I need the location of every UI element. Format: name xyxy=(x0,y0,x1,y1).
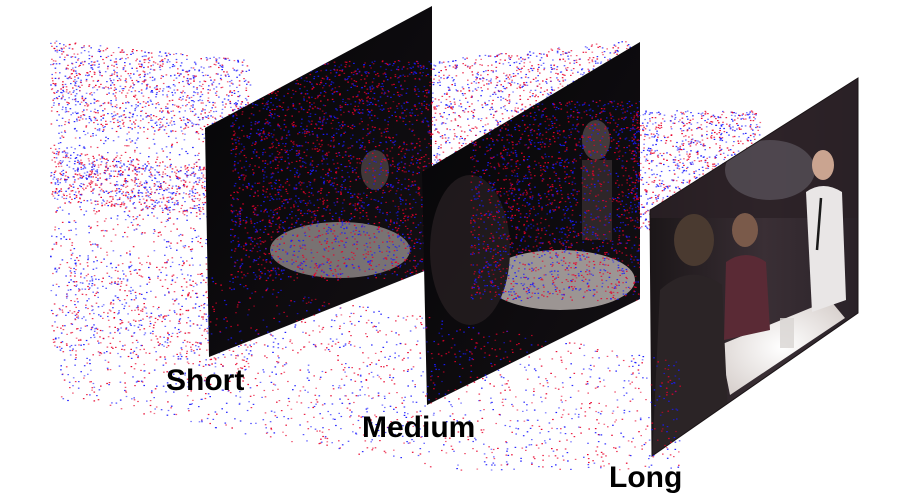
right-person-head xyxy=(812,150,834,180)
event-point-cloud-floor xyxy=(60,254,681,471)
middle-person-body xyxy=(724,255,770,340)
right-person-tie xyxy=(815,197,823,251)
label-long: Long xyxy=(609,461,683,494)
label-short: Short xyxy=(166,364,245,397)
left-person-head xyxy=(674,214,714,266)
frame-panel-medium xyxy=(422,42,640,405)
chair-shape xyxy=(780,318,794,348)
person-silhouette xyxy=(430,175,510,325)
event-points-on-medium-frame xyxy=(470,100,640,302)
label-medium: Medium xyxy=(362,411,476,444)
smoke-shape xyxy=(725,140,815,200)
frame-panel-short xyxy=(205,6,432,357)
middle-person-head xyxy=(732,213,758,247)
left-person-body xyxy=(652,274,730,456)
person-body-shape xyxy=(582,160,612,240)
person-head-shape xyxy=(582,120,610,160)
event-points-on-short-frame xyxy=(230,60,432,282)
table-shape xyxy=(485,250,635,310)
right-person-shirt xyxy=(806,186,846,312)
